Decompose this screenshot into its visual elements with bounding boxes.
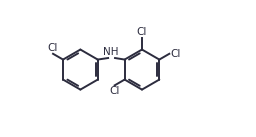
Text: Cl: Cl [48, 43, 58, 53]
Text: Cl: Cl [170, 49, 180, 59]
Text: Cl: Cl [110, 86, 120, 96]
Text: Cl: Cl [137, 27, 147, 37]
Text: NH: NH [103, 47, 119, 57]
